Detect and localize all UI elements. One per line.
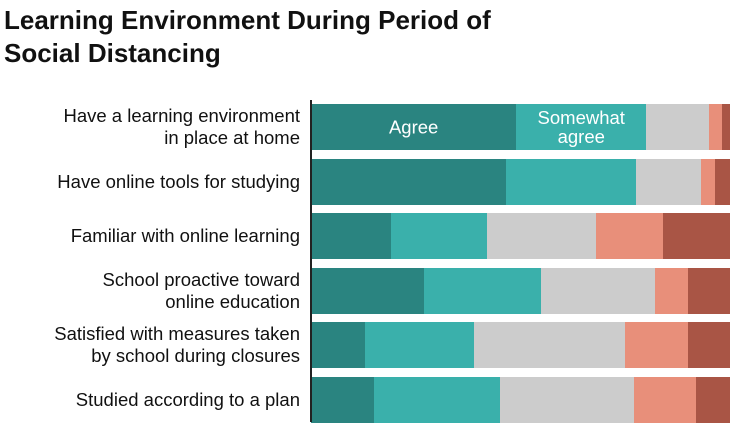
series-label: Somewhat agree [537,107,625,147]
bar-segment [541,267,655,314]
bar-segment [424,267,542,314]
bar-segment [474,322,626,369]
chart-title: Learning Environment During Period of So… [4,5,491,68]
bar-segment [390,213,487,260]
bar-segment [635,158,701,205]
bar-segment [516,104,647,150]
bar-segment [311,104,517,150]
bar-segment [700,158,716,205]
bar-segment [709,104,722,150]
bar-segment [373,377,500,423]
bar-segment [311,213,391,260]
bar-segment [688,267,730,314]
category-label: Have a learning environment in place at … [63,105,300,148]
bar-segment [688,322,730,369]
bar-segment [365,322,475,369]
category-label: Familiar with online learning [70,225,300,247]
bar-segment [311,267,425,314]
bar-segment [633,377,697,423]
category-label: Have online tools for studying [57,170,300,192]
bar-segment [311,377,374,423]
bar-segment [625,322,689,369]
bar-segment [654,267,689,314]
bar-segment [505,158,636,205]
bar-segment [311,322,366,369]
bar-segment [715,158,730,205]
bar-segment [662,213,730,260]
bar-segment [696,377,730,423]
category-label: School proactive toward online education [102,268,300,312]
bar-segment [595,213,663,260]
category-label: Satisfied with measures taken by school … [54,323,300,367]
bar-segment [486,213,596,260]
bar-segment [311,158,506,205]
bar-segment [499,377,634,423]
axis-line [310,100,312,422]
category-label: Studied according to a plan [75,389,300,410]
bar-segment [646,104,710,150]
bar-segment [721,104,730,150]
series-label: Agree [388,116,439,138]
